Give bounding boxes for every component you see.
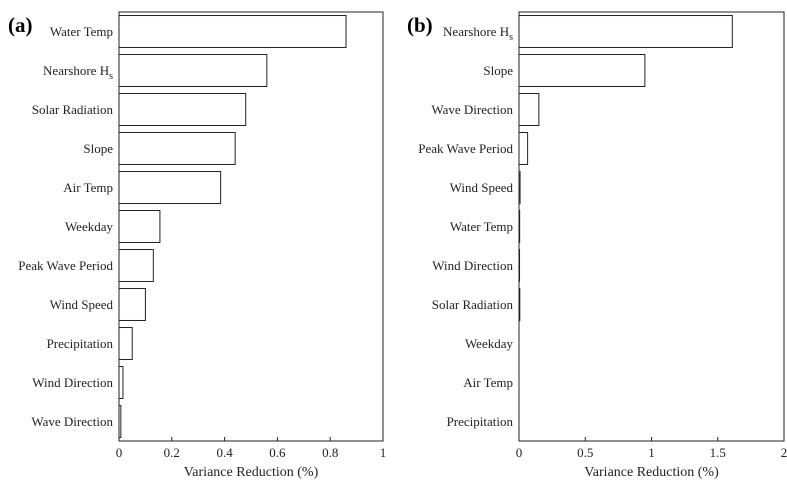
category-label-0-10: Wave Direction <box>31 414 113 429</box>
chart-panel-0: Water Temp Nearshore Hs Solar Radiation Slo… <box>8 11 387 480</box>
x-tick-label-0-0: 0 <box>116 445 123 460</box>
category-label-1-8: Weekday <box>465 336 514 351</box>
category-label-1-7: Solar Radiation <box>432 297 514 312</box>
x-axis-title-0: Variance Reduction (%) <box>184 465 319 480</box>
category-label-1-2: Wave Direction <box>431 102 513 117</box>
x-tick-label-0-3: 0.6 <box>269 445 286 460</box>
bar-1-1 <box>518 54 646 87</box>
bar-0-9 <box>118 366 124 399</box>
bar-0-2 <box>118 93 247 126</box>
category-label-0-9: Wind Direction <box>32 375 113 390</box>
panel-label-0: (a) <box>8 13 33 37</box>
bar-0-6 <box>118 249 154 282</box>
bar-0-0 <box>118 15 347 48</box>
category-label-0-1: Nearshore Hs <box>43 63 113 82</box>
x-tick-label-1-1: 0.5 <box>577 445 593 460</box>
bar-0-1 <box>118 54 268 87</box>
x-tick-label-1-2: 1 <box>648 445 655 460</box>
category-label-0-0: Water Temp <box>50 24 113 39</box>
bar-1-2 <box>518 93 540 126</box>
bar-1-3 <box>518 132 529 165</box>
bar-1-0 <box>518 15 733 48</box>
category-label-0-7: Wind Speed <box>50 297 114 312</box>
category-label-0-3: Slope <box>83 141 113 156</box>
category-label-0-2: Solar Radiation <box>32 102 114 117</box>
category-label-1-3: Peak Wave Period <box>418 141 513 156</box>
x-tick-label-0-5: 1 <box>380 445 387 460</box>
bar-0-4 <box>118 171 222 204</box>
category-label-1-9: Air Temp <box>463 375 513 390</box>
x-tick-label-0-4: 0.8 <box>322 445 338 460</box>
category-label-1-10: Precipitation <box>447 414 514 429</box>
bar-0-3 <box>118 132 236 165</box>
x-tick-label-0-2: 0.4 <box>216 445 233 460</box>
category-label-0-6: Peak Wave Period <box>18 258 113 273</box>
category-label-0-8: Precipitation <box>47 336 114 351</box>
x-tick-label-0-1: 0.2 <box>164 445 180 460</box>
x-tick-label-1-4: 2 <box>781 445 787 460</box>
x-axis-title-1: Variance Reduction (%) <box>584 465 719 480</box>
category-label-1-0: Nearshore Hs <box>443 24 513 43</box>
x-tick-label-1-0: 0 <box>516 445 523 460</box>
panel-label-1: (b) <box>407 13 433 37</box>
bar-0-7 <box>118 288 146 321</box>
bar-0-5 <box>118 210 161 243</box>
category-label-1-6: Wind Direction <box>432 258 513 273</box>
category-label-1-1: Slope <box>483 63 513 78</box>
bar-0-8 <box>118 327 133 360</box>
category-label-1-4: Wind Speed <box>450 180 514 195</box>
chart-panel-1: Nearshore Hs Slope Wave Direction Peak Wave… <box>407 11 787 480</box>
category-label-0-5: Weekday <box>65 219 114 234</box>
plot-frame-0 <box>118 11 384 442</box>
category-label-1-5: Water Temp <box>450 219 513 234</box>
x-tick-label-1-3: 1.5 <box>710 445 726 460</box>
category-label-0-4: Air Temp <box>63 180 113 195</box>
